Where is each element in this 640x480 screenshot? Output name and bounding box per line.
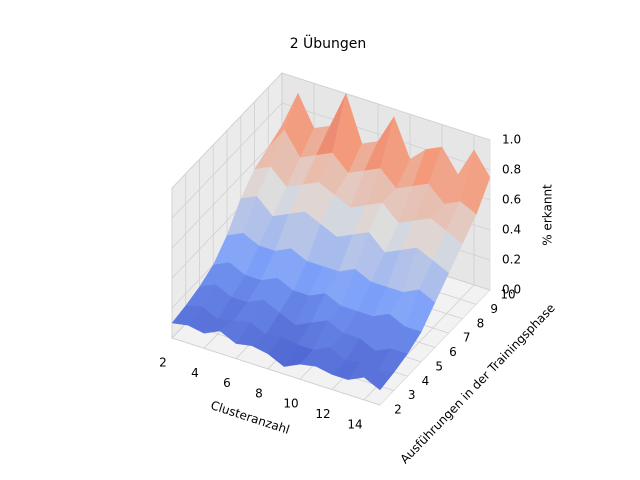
x-tick-label: 8: [255, 386, 263, 400]
y-tick-label: 3: [408, 388, 416, 402]
y-tick-label: 9: [490, 302, 498, 316]
grid-line: [171, 337, 381, 406]
y-tick-label: 6: [449, 345, 457, 359]
x-tick-label: 10: [283, 397, 298, 411]
z-tick-label: 0.6: [502, 193, 521, 207]
z-tick-label: 0.8: [502, 163, 521, 177]
y-tick-label: 8: [477, 316, 485, 330]
y-tick-label: 10: [500, 288, 515, 302]
y-tick-label: 4: [422, 374, 430, 388]
grid-line: [171, 102, 283, 219]
surface-patch: [363, 370, 395, 391]
grid-line: [171, 72, 283, 189]
x-tick-label: 12: [315, 407, 330, 421]
grid-line: [281, 72, 491, 141]
z-tick-label: 1.0: [502, 133, 521, 147]
grid-line: [171, 132, 283, 249]
z-tick-label: 0.0: [502, 283, 521, 297]
y-tick-label: 2: [394, 403, 402, 417]
z-axis-label: % erkannt: [541, 184, 555, 246]
x-tick-label: 6: [223, 376, 231, 390]
y-tick-label: 5: [435, 359, 443, 373]
y-tick-label: 7: [463, 331, 471, 345]
x-tick-label: 14: [347, 417, 362, 431]
x-axis-label: Clusteranzahl: [209, 398, 291, 437]
chart-title: 2 Übungen: [290, 34, 367, 52]
z-tick-label: 0.4: [502, 223, 521, 237]
x-tick-label: 2: [159, 356, 167, 370]
z-tick-label: 0.2: [502, 253, 521, 267]
x-tick-label: 4: [191, 366, 199, 380]
